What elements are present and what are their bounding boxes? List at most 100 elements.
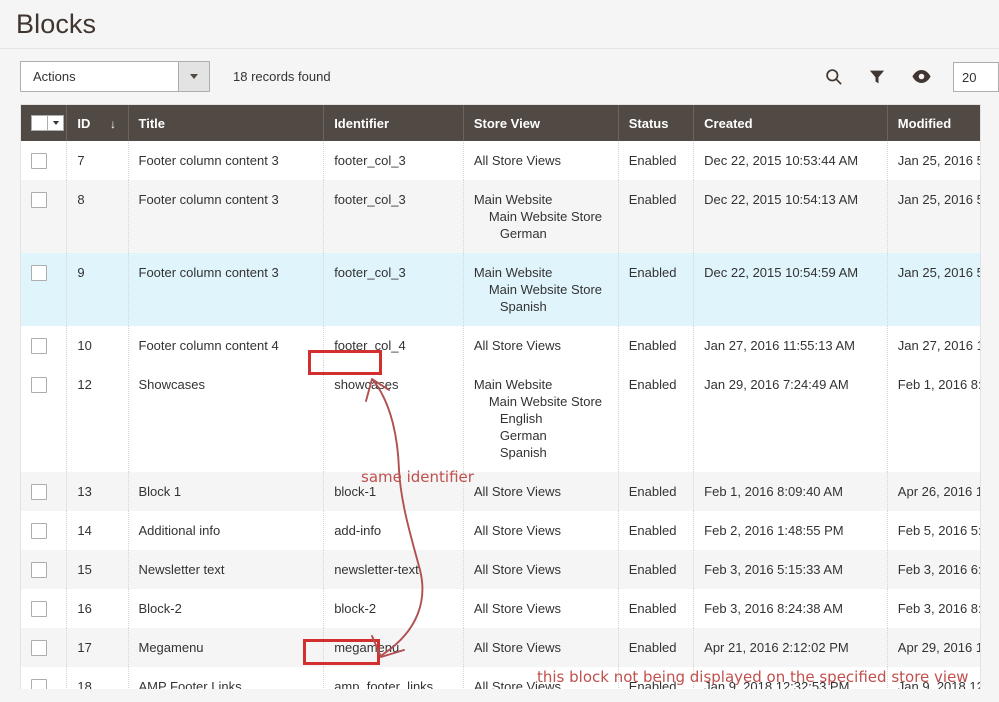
row-checkbox[interactable] [31, 153, 47, 169]
cell-status: Enabled [618, 141, 695, 180]
cell-created: Feb 2, 2016 1:48:55 PM [693, 511, 888, 550]
cell-title: AMP Footer Links [128, 667, 325, 689]
cell-modified: Jan 9, 2018 12:32:53 PM [897, 679, 980, 689]
row-select-cell[interactable] [21, 326, 68, 365]
cell-modified: Jan 27, 2016 12:57:49 PM [897, 338, 980, 353]
cell-store-view: Main Website Main Website Store Spanish [463, 253, 619, 326]
cell-title: Megamenu [128, 628, 325, 667]
cell-id: 16 [66, 589, 129, 628]
row-checkbox[interactable] [31, 562, 47, 578]
table-row[interactable]: 12 Showcases showcases Main Website Main Web… [21, 365, 980, 472]
actions-dropdown[interactable]: Actions [20, 61, 210, 92]
cell-identifier: amp_footer_links [323, 667, 464, 689]
cell-title: Footer column content 3 [128, 180, 325, 253]
cell-status: Enabled [618, 550, 695, 589]
row-select-cell[interactable] [21, 550, 68, 589]
row-select-cell[interactable] [21, 180, 68, 253]
cell-identifier: showcases [323, 365, 464, 472]
records-found-label: 18 records found [233, 69, 331, 84]
row-select-cell[interactable] [21, 141, 68, 180]
table-row[interactable]: 18 AMP Footer Links amp_footer_links All St… [21, 667, 980, 689]
cell-status: Enabled [618, 326, 695, 365]
column-header-created[interactable]: Created [693, 105, 888, 141]
row-checkbox[interactable] [31, 192, 47, 208]
search-icon[interactable] [821, 65, 845, 89]
table-row[interactable]: 8 Footer column content 3 footer_col_3 Main… [21, 180, 980, 253]
cell-id: 17 [66, 628, 129, 667]
select-all-checkbox[interactable] [31, 115, 64, 132]
cell-modified: Feb 1, 2016 8:24:05 AM [897, 377, 980, 392]
cell-created: Jan 29, 2016 7:24:49 AM [693, 365, 888, 472]
cell-id: 14 [66, 511, 129, 550]
cell-status: Enabled [618, 253, 695, 326]
cell-modified: Jan 25, 2016 5:49:20 AM [897, 192, 980, 207]
table-row[interactable]: 17 Megamenu megamenu All Store Views Enabled… [21, 628, 980, 667]
eye-icon[interactable] [909, 65, 933, 89]
cell-id: 13 [66, 472, 129, 511]
cell-identifier: newsletter-text [323, 550, 464, 589]
cell-title: Newsletter text [128, 550, 325, 589]
row-select-cell[interactable] [21, 667, 68, 689]
cell-id: 12 [66, 365, 129, 472]
cell-status: Enabled [618, 589, 695, 628]
row-checkbox[interactable] [31, 265, 47, 281]
cell-title: Additional info [128, 511, 325, 550]
row-select-cell[interactable] [21, 511, 68, 550]
column-header-status[interactable]: Status [618, 105, 695, 141]
table-row[interactable]: 14 Additional info add-info All Store Views… [21, 511, 980, 550]
grid-body: 7 Footer column content 3 footer_col_3 All … [21, 141, 980, 689]
row-checkbox[interactable] [31, 601, 47, 617]
column-header-select-all[interactable] [21, 105, 68, 141]
cell-store-view: All Store Views [463, 472, 619, 511]
table-row[interactable]: 7 Footer column content 3 footer_col_3 All … [21, 141, 980, 180]
store-view-line: All Store Views [473, 484, 561, 499]
table-row[interactable]: 15 Newsletter text newsletter-text All Stor… [21, 550, 980, 589]
row-select-cell[interactable] [21, 253, 68, 326]
column-header-identifier[interactable]: Identifier [323, 105, 464, 141]
column-header-modified[interactable]: Modified [887, 105, 980, 141]
cell-identifier: add-info [323, 511, 464, 550]
sort-descending-icon: ↓ [109, 116, 116, 131]
blocks-grid: ID ↓ Title Identifier Store View Status … [20, 104, 981, 689]
row-select-cell[interactable] [21, 365, 68, 472]
row-checkbox[interactable] [31, 377, 47, 393]
cell-identifier: block-2 [323, 589, 464, 628]
cell-identifier: footer_col_4 [323, 326, 464, 365]
cell-status: Enabled [618, 511, 695, 550]
cell-created: Feb 3, 2016 8:24:38 AM [693, 589, 888, 628]
chevron-down-icon[interactable] [178, 62, 209, 91]
table-row[interactable]: 13 Block 1 block-1 All Store Views Enabled Fe… [21, 472, 980, 511]
store-view-line: All Store Views [473, 601, 561, 616]
chevron-down-icon[interactable] [47, 116, 63, 131]
cell-status: Enabled [618, 180, 695, 253]
row-select-cell[interactable] [21, 628, 68, 667]
store-view-line: All Store Views [473, 523, 561, 538]
row-checkbox[interactable] [31, 679, 47, 689]
column-header-id[interactable]: ID ↓ [66, 105, 129, 141]
column-header-title[interactable]: Title [128, 105, 325, 141]
cell-title: Footer column content 4 [128, 326, 325, 365]
store-view-line: Spanish [499, 299, 547, 314]
page-header: Blocks [0, 0, 999, 49]
filter-icon[interactable] [865, 65, 889, 89]
page-size-input[interactable]: 20 [953, 62, 999, 92]
table-row[interactable]: 9 Footer column content 3 footer_col_3 Main… [21, 253, 980, 326]
column-header-store-view[interactable]: Store View [463, 105, 619, 141]
row-checkbox[interactable] [31, 338, 47, 354]
row-select-cell[interactable] [21, 472, 68, 511]
toolbar-icon-group: 20 [821, 49, 999, 104]
cell-store-view: All Store Views [463, 511, 619, 550]
row-checkbox[interactable] [31, 640, 47, 656]
cell-modified: Apr 26, 2016 12:32:57 PM [897, 484, 980, 499]
cell-modified: Feb 3, 2016 8:58:39 AM [897, 601, 980, 616]
row-checkbox[interactable] [31, 484, 47, 500]
cell-title: Footer column content 3 [128, 141, 325, 180]
cell-identifier: footer_col_3 [323, 141, 464, 180]
cell-id: 10 [66, 326, 129, 365]
table-row[interactable]: 10 Footer column content 4 footer_col_4 All… [21, 326, 980, 365]
table-row[interactable]: 16 Block-2 block-2 All Store Views Enabled Fe… [21, 589, 980, 628]
row-checkbox[interactable] [31, 523, 47, 539]
cell-title: Block-2 [128, 589, 325, 628]
row-select-cell[interactable] [21, 589, 68, 628]
store-view-line: German [499, 226, 547, 241]
